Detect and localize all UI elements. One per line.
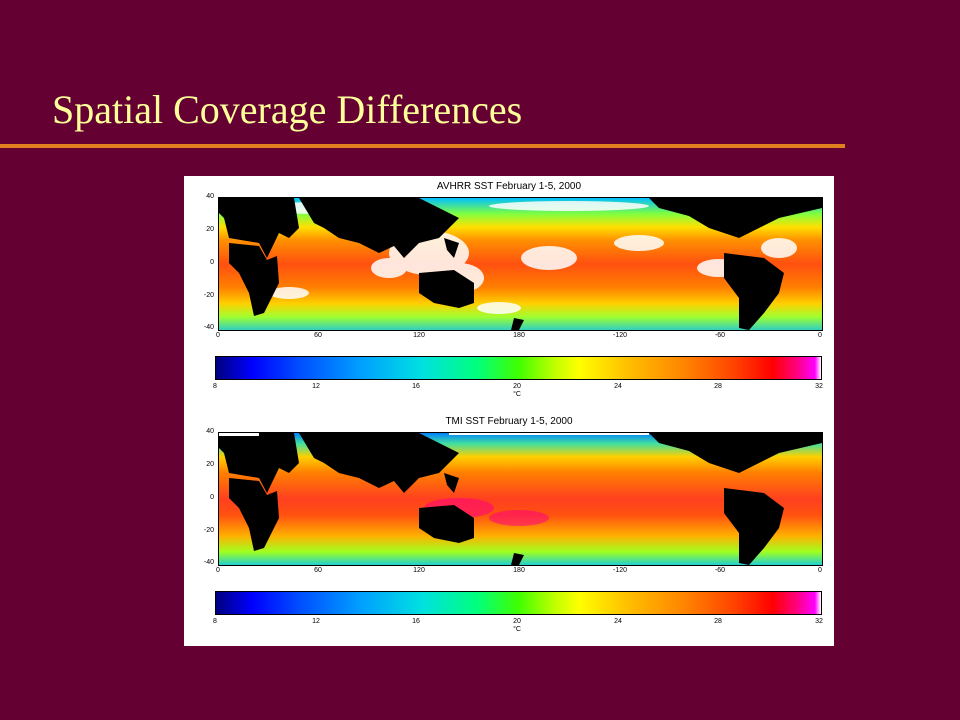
y-tick-label: 20 bbox=[206, 226, 214, 233]
slide-title: Spatial Coverage Differences bbox=[52, 87, 523, 132]
panel-title: AVHRR SST February 1-5, 2000 bbox=[436, 181, 582, 192]
x-tick-label: -60 bbox=[714, 567, 726, 574]
x-tick-label: 0 bbox=[818, 332, 822, 339]
colorbar-tick: 32 bbox=[815, 383, 823, 390]
colorbar-tick: 24 bbox=[614, 618, 622, 625]
colorbar-tick: 8 bbox=[213, 383, 217, 390]
colorbar-tick: 28 bbox=[714, 618, 722, 625]
x-tick-label: 0 bbox=[216, 567, 220, 574]
y-tick-label: 40 bbox=[206, 193, 214, 200]
x-tick-label: 180 bbox=[513, 332, 525, 339]
x-tick-label: -60 bbox=[714, 332, 726, 339]
cloud-gaps bbox=[259, 201, 797, 314]
colorbar-tick: 16 bbox=[412, 383, 420, 390]
colorbar-unit: °C bbox=[513, 391, 521, 398]
y-tick-label: -20 bbox=[203, 527, 214, 534]
colorbar-tick: 32 bbox=[815, 618, 823, 625]
sst-figure: AVHRR SST February 1-5, 2000 40 20 0 -20… bbox=[184, 176, 834, 646]
x-tick-label: 120 bbox=[413, 332, 425, 339]
colorbar-tick: 20 bbox=[513, 383, 521, 390]
x-tick-label: 60 bbox=[314, 567, 322, 574]
y-tick-label: -40 bbox=[203, 324, 214, 331]
x-tick-label: 60 bbox=[314, 332, 322, 339]
colorbar-tick: 28 bbox=[714, 383, 722, 390]
y-tick-label: 0 bbox=[210, 259, 214, 266]
colorbar-tick: 24 bbox=[614, 383, 622, 390]
tmi-panel: TMI SST February 1-5, 2000 40 20 0 -20 -… bbox=[184, 411, 834, 646]
x-tick-label: 0 bbox=[818, 567, 822, 574]
tmi-sst-map bbox=[218, 432, 823, 566]
colorbar bbox=[215, 591, 822, 615]
x-tick-label: -120 bbox=[612, 332, 627, 339]
avhrr-sst-map bbox=[218, 197, 823, 331]
colorbar-unit: °C bbox=[513, 626, 521, 633]
x-tick-label: 120 bbox=[413, 567, 425, 574]
x-tick-label: 180 bbox=[513, 567, 525, 574]
x-tick-label: 0 bbox=[216, 332, 220, 339]
colorbar bbox=[215, 356, 822, 380]
y-tick-label: -40 bbox=[203, 559, 214, 566]
x-tick-label: -120 bbox=[612, 567, 627, 574]
y-tick-label: 20 bbox=[206, 461, 214, 468]
panel-title: TMI SST February 1-5, 2000 bbox=[445, 416, 573, 427]
colorbar-tick: 12 bbox=[312, 618, 320, 625]
y-tick-label: 0 bbox=[210, 494, 214, 501]
land-masses bbox=[219, 198, 822, 330]
colorbar-tick: 12 bbox=[312, 383, 320, 390]
colorbar-tick: 16 bbox=[412, 618, 420, 625]
colorbar-tick: 20 bbox=[513, 618, 521, 625]
title-divider bbox=[0, 144, 845, 148]
land-masses bbox=[219, 433, 822, 565]
land-mask-edges bbox=[219, 433, 649, 436]
colorbar-tick: 8 bbox=[213, 618, 217, 625]
y-tick-label: -20 bbox=[203, 292, 214, 299]
y-tick-label: 40 bbox=[206, 428, 214, 435]
avhrr-panel: AVHRR SST February 1-5, 2000 40 20 0 -20… bbox=[184, 176, 834, 411]
